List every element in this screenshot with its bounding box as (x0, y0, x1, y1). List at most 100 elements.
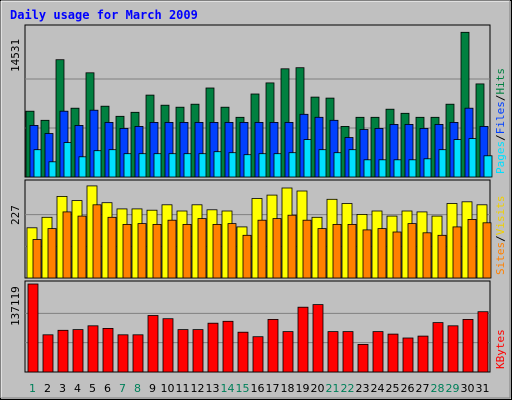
x-tick-label-day-21: 21 (326, 382, 340, 395)
bar-kbytes-day-24 (372, 331, 384, 373)
bar-sites-day-4 (77, 215, 87, 279)
legend-separator: / (494, 235, 507, 242)
bar-sites-day-1 (32, 239, 42, 279)
bar-sites-day-16 (257, 219, 267, 279)
bar-kbytes-day-12 (192, 329, 204, 373)
x-tick-label-day-31: 31 (476, 382, 490, 395)
bar-kbytes-day-17 (267, 318, 279, 373)
bar-kbytes-day-7 (117, 334, 129, 373)
bar-sites-day-26 (407, 223, 417, 279)
bar-kbytes-day-11 (177, 329, 189, 373)
x-tick-label-day-22: 22 (341, 382, 355, 395)
max-value-label: 137119 (9, 286, 22, 326)
x-tick-label-day-11: 11 (176, 382, 190, 395)
bar-kbytes-day-6 (102, 327, 114, 373)
legend-hits: Hits (494, 68, 507, 95)
bar-sites-day-25 (392, 231, 402, 279)
legend-kbytes: KBytes (494, 329, 507, 369)
x-tick-label-day-16: 16 (251, 382, 265, 395)
x-tick-label-day-9: 9 (149, 382, 156, 395)
bar-kbytes-day-28 (432, 322, 444, 373)
legend-files: Files (494, 101, 507, 134)
bar-kbytes-day-9 (147, 315, 159, 373)
x-tick-label-day-5: 5 (89, 382, 96, 395)
x-tick-label-day-10: 10 (161, 382, 175, 395)
bar-kbytes-day-20 (312, 304, 324, 373)
bar-kbytes-day-18 (282, 331, 294, 373)
bar-sites-day-5 (92, 204, 102, 279)
x-tick-label-day-20: 20 (311, 382, 325, 395)
bar-kbytes-day-31 (477, 311, 489, 373)
bar-sites-day-29 (452, 226, 462, 279)
bar-sites-day-11 (182, 223, 192, 279)
bar-sites-day-21 (332, 223, 342, 279)
bar-kbytes-day-15 (237, 331, 249, 373)
bar-sites-day-18 (287, 214, 297, 279)
x-tick-label-day-3: 3 (59, 382, 66, 395)
bar-sites-day-2 (47, 228, 57, 279)
bars (27, 283, 489, 373)
bar-kbytes-day-4 (72, 329, 84, 373)
bar-sites-day-8 (137, 223, 147, 279)
legend-visits: Visits (494, 196, 507, 236)
bar-kbytes-day-2 (42, 334, 54, 373)
x-tick-label-day-29: 29 (446, 382, 460, 395)
legend-separator: / (494, 134, 507, 141)
x-tick-label-day-23: 23 (356, 382, 370, 395)
bars (25, 31, 493, 178)
bar-sites-day-20 (317, 228, 327, 279)
bar-sites-day-6 (107, 216, 117, 279)
panel-legend: Sites/Visits (494, 196, 507, 276)
x-tick-label-day-2: 2 (44, 382, 51, 395)
bar-kbytes-day-27 (417, 335, 429, 373)
bar-kbytes-day-5 (87, 325, 99, 373)
bar-pages-day-31 (483, 155, 493, 178)
bar-sites-day-9 (152, 223, 162, 279)
bar-sites-day-12 (197, 218, 207, 279)
bar-kbytes-day-29 (447, 325, 459, 373)
x-tick-label-day-30: 30 (461, 382, 475, 395)
chart-title: Daily usage for March 2009 (10, 8, 198, 22)
x-tick-label-day-25: 25 (386, 382, 400, 395)
bar-sites-day-17 (272, 218, 282, 279)
bar-sites-day-28 (437, 234, 447, 279)
x-tick-label-day-1: 1 (29, 382, 36, 395)
bar-kbytes-day-22 (342, 331, 354, 373)
bar-sites-day-13 (212, 223, 222, 279)
bar-kbytes-day-23 (357, 343, 369, 373)
panel-legend: KBytes (494, 329, 507, 369)
x-tick-label-day-19: 19 (296, 382, 310, 395)
x-tick-label-day-27: 27 (416, 382, 430, 395)
bar-sites-day-23 (362, 229, 372, 279)
max-value-label: 14531 (9, 39, 22, 72)
max-value-label: 227 (9, 205, 22, 225)
bar-kbytes-day-8 (132, 334, 144, 373)
bar-kbytes-day-21 (327, 331, 339, 373)
x-tick-label-day-8: 8 (134, 382, 141, 395)
bar-kbytes-day-1 (27, 283, 39, 373)
x-tick-label-day-7: 7 (119, 382, 126, 395)
x-tick-label-day-4: 4 (74, 382, 81, 395)
x-tick-label-day-12: 12 (191, 382, 205, 395)
x-tick-label-day-24: 24 (371, 382, 385, 395)
panel-legend: Pages/Files/Hits (494, 68, 507, 174)
bar-kbytes-day-25 (387, 333, 399, 373)
legend-sites: Sites (494, 242, 507, 275)
bar-sites-day-14 (227, 223, 237, 279)
bar-sites-day-27 (422, 232, 432, 279)
bar-sites-day-7 (122, 223, 132, 279)
bar-sites-day-15 (242, 234, 252, 279)
panels-layer: 14531Pages/Files/Hits227Sites/Visits1371… (9, 24, 507, 373)
bar-sites-day-30 (467, 218, 477, 279)
bar-sites-day-22 (347, 223, 357, 279)
x-tick-label-day-6: 6 (104, 382, 111, 395)
x-tick-label-day-15: 15 (236, 382, 250, 395)
bar-kbytes-day-19 (297, 306, 309, 373)
bar-kbytes-day-10 (162, 318, 174, 373)
legend-pages: Pages (494, 141, 507, 174)
x-tick-label-day-14: 14 (221, 382, 235, 395)
bars (26, 185, 492, 279)
